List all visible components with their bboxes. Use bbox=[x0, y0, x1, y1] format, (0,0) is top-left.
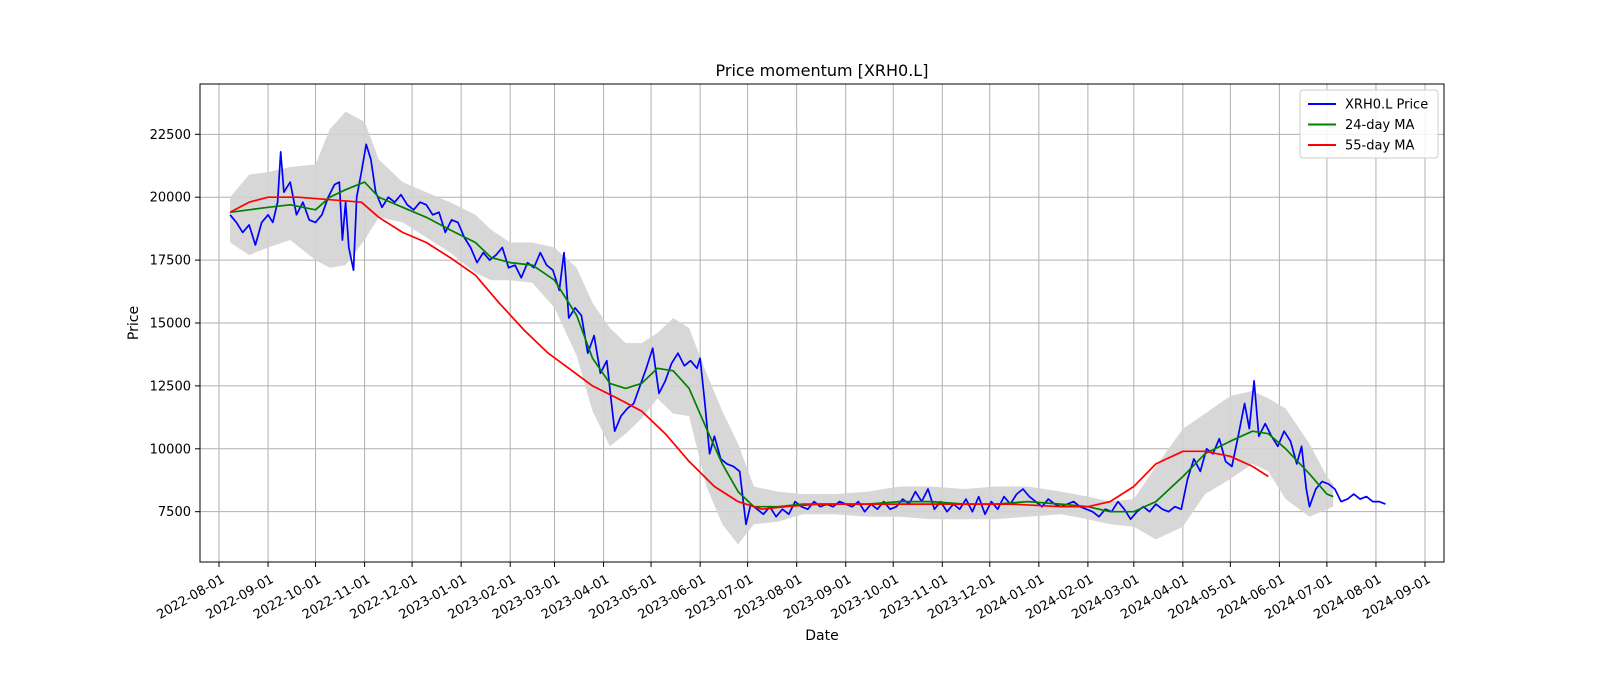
ma-band-area bbox=[230, 111, 1334, 545]
y-tick-label: 10000 bbox=[150, 442, 191, 457]
legend: XRH0.L Price 24-day MA 55-day MA bbox=[1299, 89, 1439, 159]
y-tick-label: 20000 bbox=[150, 191, 191, 206]
legend-label: 55-day MA bbox=[1345, 139, 1414, 154]
y-axis-label: Price bbox=[126, 306, 142, 340]
legend-label: XRH0.L Price bbox=[1345, 98, 1428, 113]
ma-55-line bbox=[229, 196, 1269, 511]
legend-label: 24-day MA bbox=[1345, 118, 1414, 133]
y-tick-label: 22500 bbox=[150, 128, 191, 143]
y-tick-label: 7500 bbox=[158, 505, 191, 520]
y-axis-ticks: 7500 10000 12500 15000 17500 20000 22500 bbox=[150, 128, 200, 520]
y-tick-label: 12500 bbox=[150, 379, 191, 394]
grid-lines bbox=[200, 84, 1444, 562]
series-lines-layer bbox=[229, 143, 1386, 526]
price-line bbox=[229, 143, 1386, 526]
legend-box bbox=[1299, 89, 1439, 159]
x-axis-label: Date bbox=[805, 628, 838, 644]
ma-band-layer bbox=[230, 111, 1334, 545]
y-tick-label: 17500 bbox=[150, 254, 191, 269]
ma-24-line bbox=[229, 181, 1334, 513]
chart-title: Price momentum [XRH0.L] bbox=[716, 61, 929, 80]
y-tick-label: 15000 bbox=[150, 317, 191, 332]
